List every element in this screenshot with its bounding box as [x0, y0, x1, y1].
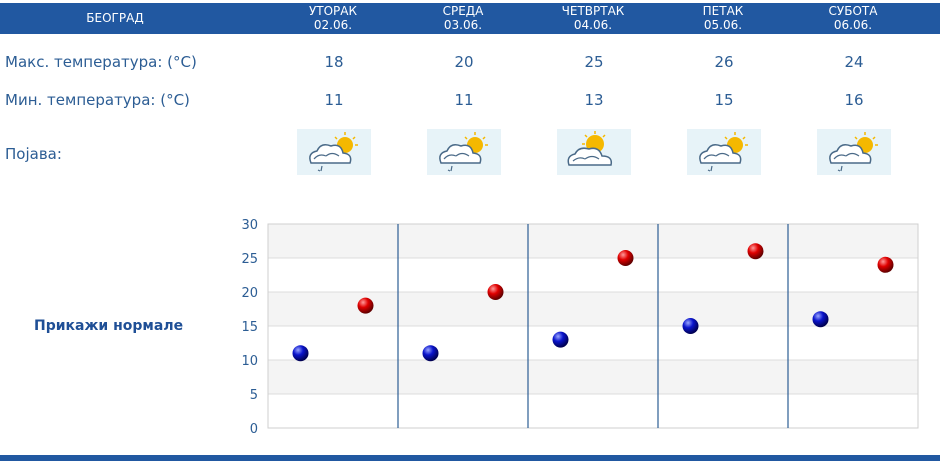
y-tick-label: 0 [250, 422, 258, 437]
plot-band [268, 292, 918, 326]
y-tick-label: 15 [241, 320, 258, 335]
day-date: 05.06. [703, 18, 743, 32]
max-temp-label: Макс. температура: (°C) [5, 53, 197, 71]
max-temp-value: 18 [324, 53, 344, 71]
max-temp-marker [747, 243, 764, 260]
max-temp-marker [877, 256, 894, 273]
cloud-sun-rain-icon [817, 129, 891, 175]
min-temp-marker [682, 318, 699, 334]
max-temp-marker [617, 250, 634, 266]
max-temp-value: 20 [454, 53, 474, 71]
min-temp-label: Мин. температура: (°C) [5, 91, 190, 109]
day-name: СРЕДА [442, 4, 484, 18]
day-column-1: УТОРАК 02.06. [273, 4, 393, 32]
day-name: ЧЕТВРТАК [561, 4, 625, 18]
plot-band [268, 326, 918, 360]
cloud-sun-rain-icon [687, 129, 761, 175]
day-name: УТОРАК [308, 4, 358, 18]
y-tick-label: 20 [241, 286, 258, 301]
y-tick-label: 30 [241, 218, 258, 233]
day-date: 03.06. [443, 18, 483, 32]
forecast-header: БЕОГРАД УТОРАК 02.06. СРЕДА 03.06. ЧЕТВР… [0, 3, 940, 34]
min-temp-value: 11 [454, 91, 474, 109]
plot-band [268, 224, 918, 258]
max-temp-marker [487, 284, 504, 300]
day-name: ПЕТАК [702, 4, 744, 18]
min-temp-marker [422, 345, 439, 362]
plot-band [268, 360, 918, 394]
cloud-sun-rain-icon [297, 129, 371, 175]
y-tick-label: 10 [241, 354, 258, 369]
city-name: БЕОГРАД [86, 11, 144, 25]
max-temp-marker [357, 297, 374, 314]
y-tick-label: 25 [241, 252, 258, 267]
day-date: 06.06. [833, 18, 873, 32]
min-temp-marker [292, 345, 309, 362]
show-normals-link[interactable]: Прикажи нормале [34, 318, 184, 334]
max-temp-value: 26 [714, 53, 734, 71]
footer-bar [0, 455, 940, 461]
min-temp-marker [812, 311, 829, 328]
day-date: 02.06. [313, 18, 353, 32]
min-temp-value: 13 [584, 91, 604, 109]
y-tick-label: 5 [250, 388, 258, 403]
day-column-5: СУБОТА 06.06. [793, 4, 913, 32]
cloud-sun-rain-icon [427, 129, 501, 175]
max-temp-value: 25 [584, 53, 604, 71]
day-name: СУБОТА [828, 4, 878, 18]
max-temp-value: 24 [844, 53, 864, 71]
day-column-3: ЧЕТВРТАК 04.06. [533, 4, 653, 32]
plot-band [268, 258, 918, 292]
day-date: 04.06. [573, 18, 613, 32]
min-temp-value: 15 [714, 91, 734, 109]
day-column-4: ПЕТАК 05.06. [663, 4, 783, 32]
min-temp-value: 11 [324, 91, 344, 109]
min-temp-value: 16 [844, 91, 864, 109]
plot-band [268, 394, 918, 428]
day-column-2: СРЕДА 03.06. [403, 4, 523, 32]
phenomenon-label: Појава: [5, 145, 62, 163]
sun-cloud-icon [557, 129, 631, 175]
min-temp-marker [552, 331, 569, 348]
plot-frame [267, 223, 919, 429]
